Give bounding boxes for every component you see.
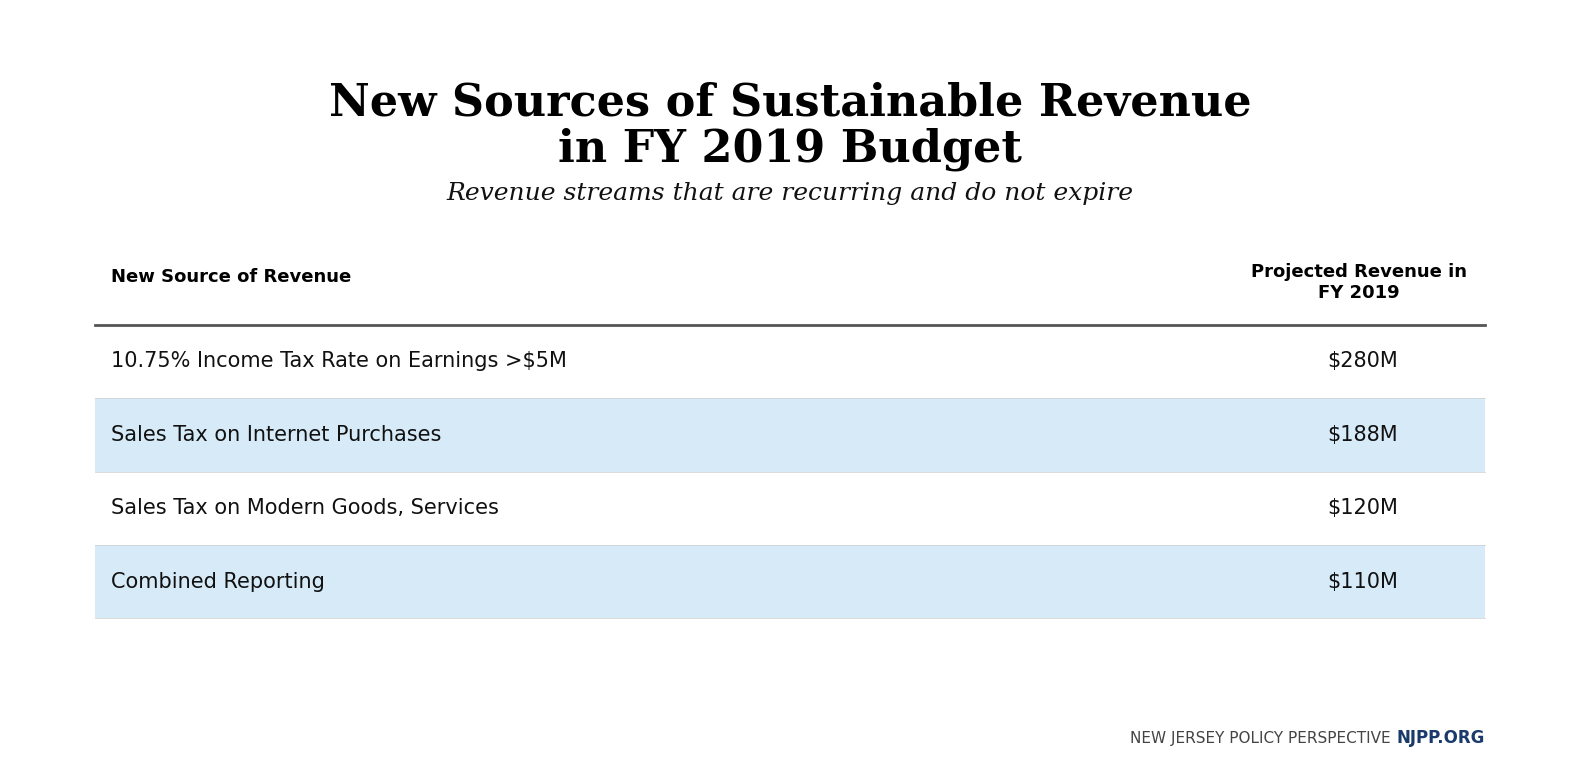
Text: Sales Tax on Modern Goods, Services: Sales Tax on Modern Goods, Services (111, 499, 498, 518)
Text: New Sources of Sustainable Revenue: New Sources of Sustainable Revenue (329, 81, 1251, 124)
Text: Combined Reporting: Combined Reporting (111, 572, 324, 591)
Text: $280M: $280M (1327, 352, 1398, 371)
Text: Revenue streams that are recurring and do not expire: Revenue streams that are recurring and d… (447, 182, 1133, 205)
Text: $120M: $120M (1327, 499, 1398, 518)
Text: $188M: $188M (1327, 425, 1398, 444)
Text: $110M: $110M (1327, 572, 1398, 591)
Text: Projected Revenue in
FY 2019: Projected Revenue in FY 2019 (1251, 263, 1466, 301)
Text: New Source of Revenue: New Source of Revenue (111, 268, 351, 286)
Text: NEW JERSEY POLICY PERSPECTIVE: NEW JERSEY POLICY PERSPECTIVE (1130, 730, 1390, 746)
Text: 10.75% Income Tax Rate on Earnings >$5M: 10.75% Income Tax Rate on Earnings >$5M (111, 352, 567, 371)
Text: in FY 2019 Budget: in FY 2019 Budget (558, 128, 1022, 171)
Text: NJPP.ORG: NJPP.ORG (1397, 729, 1485, 747)
Text: Sales Tax on Internet Purchases: Sales Tax on Internet Purchases (111, 425, 441, 444)
